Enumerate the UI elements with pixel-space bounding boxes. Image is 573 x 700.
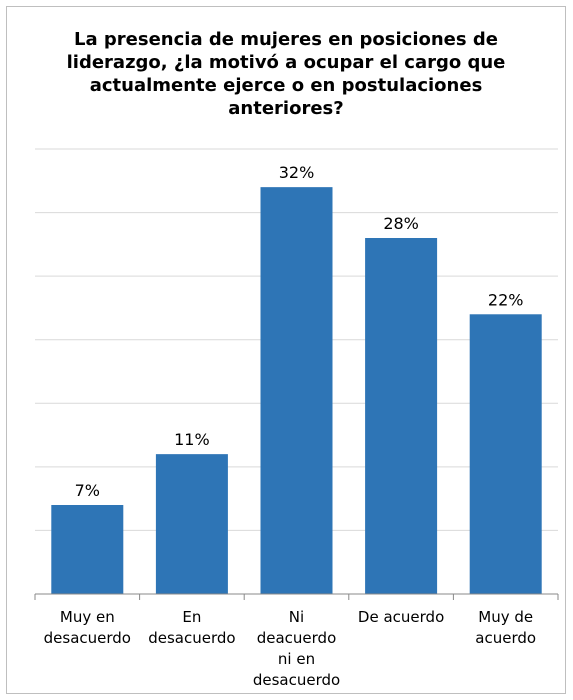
bar: [469, 314, 542, 594]
bar: [365, 238, 438, 594]
x-tick-label: Ni deacuerdo ni en desacuerdo: [253, 608, 340, 689]
x-tick-label: Muy en desacuerdo: [44, 608, 131, 647]
x-tick-label-line: desacuerdo: [253, 671, 340, 689]
bar: [155, 454, 228, 594]
x-tick-label-line: Muy de: [478, 608, 533, 626]
x-tick-label: En desacuerdo: [148, 608, 235, 647]
x-tick-label: Muy de acuerdo: [475, 608, 536, 647]
x-tick-labels: Muy en desacuerdo En desacuerdo Ni deacuerdo n…: [44, 608, 536, 689]
bar: [51, 505, 124, 594]
chart-title-line: La presencia de mujeres en posiciones de: [74, 29, 498, 50]
chart-title-line: actualmente ejerce o en postulaciones: [89, 75, 483, 96]
x-tick-label-line: Ni: [289, 608, 304, 626]
x-tick-label-line: desacuerdo: [44, 629, 131, 647]
x-tick-label-line: deacuerdo: [257, 629, 337, 647]
data-label: 32%: [279, 163, 315, 182]
data-label: 11%: [174, 430, 210, 449]
x-axis: [34, 593, 559, 600]
x-tick-label-line: acuerdo: [475, 629, 536, 647]
data-labels: 7% 11% 32% 28% 22%: [75, 163, 524, 500]
x-tick-label-line: En: [182, 608, 201, 626]
x-tick-label-line: Muy en: [60, 608, 115, 626]
x-tick-label-line: De acuerdo: [358, 608, 444, 626]
x-tick-label-line: ni en: [278, 650, 315, 668]
chart-title-line: anteriores?: [228, 98, 344, 119]
chart-title-line: liderazgo, ¿la motivó a ocupar el cargo …: [66, 52, 506, 73]
bars: [51, 187, 542, 594]
data-label: 7%: [75, 481, 100, 500]
x-tick-label: De acuerdo: [358, 608, 444, 626]
bar: [260, 187, 333, 594]
chart-title: La presencia de mujeres en posiciones de…: [6, 28, 566, 120]
data-label: 22%: [488, 290, 524, 309]
data-label: 28%: [383, 214, 419, 233]
x-tick-label-line: desacuerdo: [148, 629, 235, 647]
